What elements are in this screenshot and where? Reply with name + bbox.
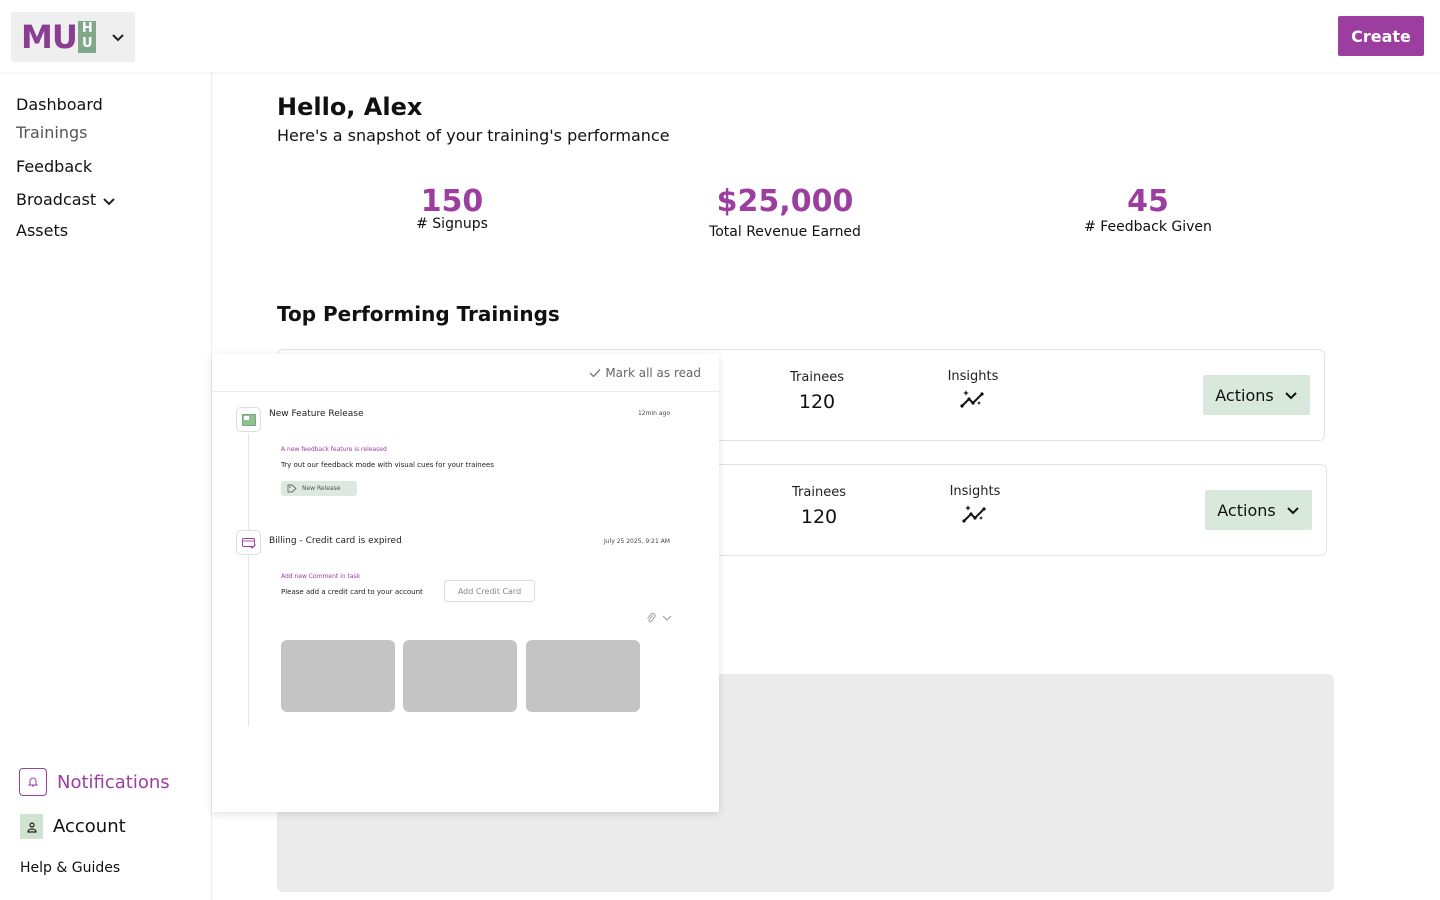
mark-all-read-button[interactable]: Mark all as read	[589, 366, 701, 380]
insights-label: Insights	[949, 484, 1001, 499]
bell-icon	[19, 768, 47, 796]
attachment-thumbnail[interactable]	[526, 640, 640, 712]
insights-label: Insights	[947, 369, 999, 384]
tag-label: New Release	[302, 485, 341, 492]
section-title: Top Performing Trainings	[277, 302, 560, 326]
stat-signups: 150 # Signups	[402, 184, 502, 232]
sidebar-item-broadcast[interactable]: Broadcast	[16, 190, 97, 209]
sidebar-item-feedback[interactable]: Feedback	[16, 157, 93, 176]
notification-time: July 25 2025, 9:21 AM	[604, 538, 670, 545]
timeline-line	[248, 434, 249, 726]
stat-value: 45	[1127, 184, 1169, 219]
attachment-controls	[646, 612, 672, 624]
trainees-value: 120	[798, 391, 836, 413]
actions-button[interactable]: Actions	[1203, 375, 1310, 415]
notification-tag: New Release	[281, 481, 357, 496]
sidebar-item-dashboard[interactable]: Dashboard	[16, 95, 103, 114]
attachment-thumbnail[interactable]	[403, 640, 517, 712]
chevron-down-icon[interactable]	[111, 30, 125, 44]
notification-subtitle: Add new Comment in task	[281, 573, 361, 580]
credit-card-icon	[236, 530, 261, 555]
check-icon	[589, 369, 601, 378]
trainees-label: Trainees	[790, 370, 844, 385]
notification-subtitle: A new feedback feature is released	[281, 446, 387, 453]
popover-header: Mark all as read	[212, 354, 719, 392]
feature-icon	[236, 407, 261, 432]
notification-title: New Feature Release	[269, 409, 364, 419]
notifications-label: Notifications	[57, 771, 170, 793]
stat-feedback: 45 # Feedback Given	[1073, 184, 1223, 235]
actions-label: Actions	[1215, 385, 1274, 405]
chevron-down-icon	[1285, 392, 1297, 400]
notifications-popover: Mark all as read New Feature Release 12m…	[212, 354, 719, 812]
stat-revenue: $25,000 Total Revenue Earned	[695, 184, 875, 240]
notification-time: 12min ago	[637, 410, 670, 417]
insights-sparkle-icon[interactable]	[962, 503, 988, 525]
notification-body: Please add a credit card to your account	[281, 588, 423, 596]
help-guides-link[interactable]: Help & Guides	[20, 860, 121, 876]
mark-all-read-label: Mark all as read	[605, 366, 701, 380]
stat-label: Total Revenue Earned	[709, 224, 861, 240]
actions-label: Actions	[1217, 500, 1276, 520]
insights-stat[interactable]: Insights	[938, 369, 1008, 414]
sidebar-item-account[interactable]: Account	[20, 814, 126, 839]
add-credit-card-button[interactable]: Add Credit Card	[444, 580, 535, 602]
user-icon	[20, 814, 43, 839]
stat-value: $25,000	[716, 184, 854, 219]
stat-label: # Signups	[416, 216, 488, 232]
top-bar: MU H U Create	[0, 0, 1440, 72]
page-title: Hello, Alex	[277, 93, 423, 121]
stat-value: 150	[420, 184, 484, 219]
notification-title: Billing - Credit card is expired	[269, 536, 402, 546]
sidebar-item-assets[interactable]: Assets	[16, 221, 69, 240]
actions-button[interactable]: Actions	[1205, 490, 1312, 530]
chevron-down-icon[interactable]	[662, 614, 672, 622]
chevron-down-icon[interactable]	[102, 194, 116, 208]
attachment-thumbnail[interactable]	[281, 640, 395, 712]
tag-icon	[287, 484, 297, 493]
create-button[interactable]: Create	[1338, 16, 1424, 56]
sidebar-item-trainings[interactable]: Trainings	[16, 123, 88, 142]
stat-label: # Feedback Given	[1084, 219, 1212, 235]
chevron-down-icon	[1287, 507, 1299, 515]
trainees-stat: Trainees 120	[778, 370, 856, 413]
account-label: Account	[53, 816, 126, 837]
page-subtitle: Here's a snapshot of your training's per…	[277, 126, 670, 145]
insights-stat[interactable]: Insights	[940, 484, 1010, 529]
logo: MU H U	[21, 21, 96, 53]
trainees-label: Trainees	[792, 485, 846, 500]
trainees-stat: Trainees 120	[780, 485, 858, 528]
sidebar: Dashboard Trainings Feedback Broadcast A…	[0, 72, 212, 900]
trainees-value: 120	[800, 506, 838, 528]
sidebar-item-notifications[interactable]: Notifications	[19, 768, 170, 796]
workspace-switcher[interactable]: MU H U	[11, 12, 135, 62]
insights-sparkle-icon[interactable]	[960, 388, 986, 410]
paperclip-icon[interactable]	[646, 612, 656, 624]
notification-body: Try out our feedback mode with visual cu…	[281, 461, 495, 469]
